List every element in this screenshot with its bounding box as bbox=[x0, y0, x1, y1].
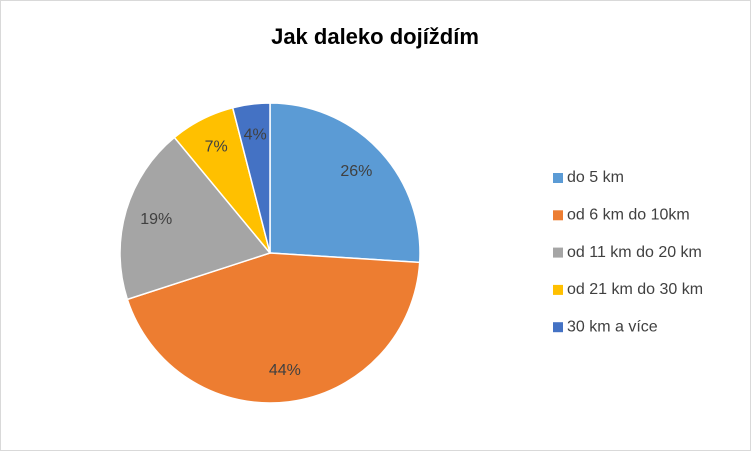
legend-label: od 11 km do 20 km bbox=[567, 244, 702, 261]
legend-label: 30 km a více bbox=[567, 318, 658, 335]
pie-slice bbox=[126, 252, 421, 404]
chart-title: Jak daleko dojíždím bbox=[271, 24, 479, 49]
data-label: 26% bbox=[340, 163, 372, 180]
pie-slice bbox=[119, 136, 272, 301]
legend-label: od 6 km do 10km bbox=[567, 207, 690, 224]
pie-slice bbox=[231, 102, 271, 254]
legend-label: od 21 km do 30 km bbox=[567, 281, 703, 298]
legend-swatch bbox=[553, 284, 563, 295]
data-label: 4% bbox=[244, 127, 267, 144]
legend-label: do 5 km bbox=[567, 169, 624, 186]
legend-swatch bbox=[553, 322, 563, 333]
legend-swatch bbox=[553, 247, 563, 258]
legend-swatch bbox=[553, 173, 563, 183]
legend-swatch bbox=[553, 210, 563, 221]
data-label: 19% bbox=[140, 211, 172, 228]
pie-slice bbox=[269, 102, 421, 264]
data-label: 44% bbox=[269, 362, 301, 379]
data-label: 7% bbox=[205, 139, 228, 156]
